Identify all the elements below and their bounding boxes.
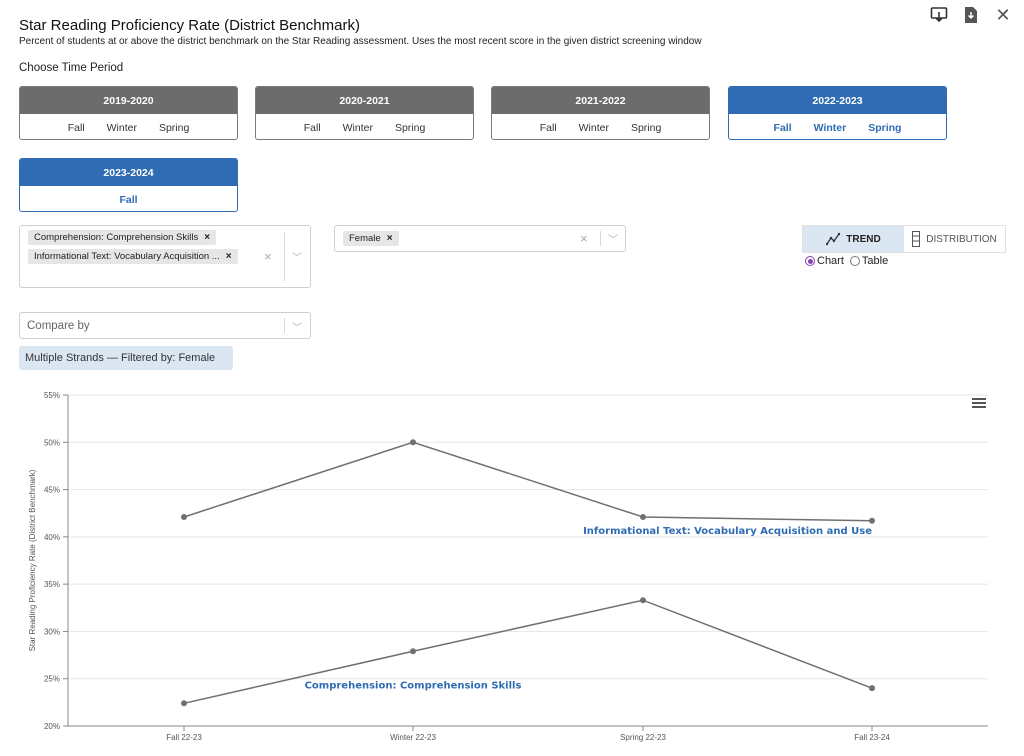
group-chip: Female × xyxy=(343,231,399,246)
term-fall[interactable]: Fall xyxy=(303,121,321,134)
term-fall[interactable]: Fall xyxy=(539,121,557,134)
radio-unselected-icon xyxy=(849,256,860,266)
data-point xyxy=(869,685,875,692)
series-label: Informational Text: Vocabulary Acquisiti… xyxy=(583,526,872,537)
series-label: Comprehension: Comprehension Skills xyxy=(305,680,522,691)
series-line xyxy=(183,599,873,705)
period-year-label[interactable]: 2022-2023 xyxy=(729,87,946,114)
y-tick-label: 35% xyxy=(44,580,60,589)
chart-radio[interactable]: Chart xyxy=(805,255,844,267)
data-point xyxy=(181,513,187,520)
term-winter[interactable]: Winter xyxy=(578,121,609,134)
period-year-label[interactable]: 2019-2020 xyxy=(20,87,237,114)
page-subtitle: Percent of students at or above the dist… xyxy=(19,36,702,47)
y-tick-label: 45% xyxy=(44,486,60,495)
chart-table-radio-group: Chart Table xyxy=(805,255,888,267)
series-line xyxy=(183,441,873,522)
period-year-label[interactable]: 2023-2024 xyxy=(20,159,237,186)
strand-dropdown-toggle[interactable]: ﹀ xyxy=(292,226,302,287)
distribution-icon xyxy=(912,231,921,247)
data-point xyxy=(640,513,646,520)
chevron-down-icon[interactable]: ﹀ xyxy=(292,323,302,334)
trend-label: TREND xyxy=(846,233,881,245)
close-icon[interactable]: ✕ xyxy=(995,5,1011,25)
period-card-2022-2023[interactable]: 2022-2023 Fall Winter Spring xyxy=(728,86,947,140)
divider xyxy=(284,318,285,333)
page-title: Star Reading Proficiency Rate (District … xyxy=(19,17,360,34)
group-chip-label: Female xyxy=(349,233,381,244)
radio-selected-icon xyxy=(805,256,815,266)
y-tick-label: 25% xyxy=(44,675,60,684)
x-tick-label: Spring 22-23 xyxy=(620,733,666,742)
term-winter[interactable]: Winter xyxy=(106,121,137,134)
period-card-2021-2022[interactable]: 2021-2022 Fall Winter Spring xyxy=(491,86,710,140)
chart-menu-icon[interactable] xyxy=(972,398,986,410)
strand-chip: Comprehension: Comprehension Skills × xyxy=(28,230,217,245)
strand-multiselect[interactable]: Comprehension: Comprehension Skills × In… xyxy=(19,225,311,288)
filter-badge: Multiple Strands — Filtered by: Female xyxy=(19,346,233,370)
group-dropdown-toggle[interactable]: ﹀ xyxy=(608,226,618,251)
clear-icon[interactable]: × xyxy=(264,249,272,264)
data-point xyxy=(181,700,187,707)
period-year-label[interactable]: 2021-2022 xyxy=(492,87,709,114)
divider xyxy=(600,231,601,246)
compare-by-placeholder: Compare by xyxy=(27,319,90,332)
y-tick-label: 55% xyxy=(44,391,60,400)
term-winter[interactable]: Winter xyxy=(813,121,847,134)
chevron-down-icon[interactable]: ﹀ xyxy=(608,235,618,246)
strand-clear[interactable]: × xyxy=(264,226,272,287)
chip-remove-icon[interactable]: × xyxy=(204,232,211,243)
data-point xyxy=(410,439,416,446)
chip-remove-icon[interactable]: × xyxy=(225,251,232,262)
strand-chip: Informational Text: Vocabulary Acquisiti… xyxy=(28,249,238,264)
y-tick-label: 30% xyxy=(44,627,60,636)
chip-remove-icon[interactable]: × xyxy=(386,233,393,244)
compare-by-select[interactable]: Compare by ﹀ xyxy=(19,312,311,339)
clear-icon[interactable]: × xyxy=(580,231,588,246)
table-radio-label: Table xyxy=(861,255,889,267)
pdf-download-icon[interactable] xyxy=(962,6,980,24)
period-card-2019-2020[interactable]: 2019-2020 Fall Winter Spring xyxy=(19,86,238,140)
x-tick-label: Fall 23-24 xyxy=(854,733,890,742)
view-toggle: TREND DISTRIBUTION xyxy=(802,225,1006,253)
term-fall[interactable]: Fall xyxy=(67,121,85,134)
group-multiselect[interactable]: Female × × ﹀ xyxy=(334,225,626,252)
term-fall[interactable]: Fall xyxy=(773,121,792,134)
strand-chip-label: Comprehension: Comprehension Skills xyxy=(34,232,199,243)
distribution-button[interactable]: DISTRIBUTION xyxy=(904,226,1005,252)
y-tick-label: 40% xyxy=(44,533,60,542)
trend-chart: 20% 25% 30% 35% 40% 45% 50% 55% Fall 22-23 Winter… xyxy=(28,391,988,742)
y-tick-label: 50% xyxy=(44,438,60,447)
data-point xyxy=(869,517,875,524)
x-tick-label: Fall 22-23 xyxy=(166,733,202,742)
trend-icon xyxy=(826,232,841,246)
choose-time-period-label: Choose Time Period xyxy=(19,62,124,74)
divider xyxy=(284,232,285,281)
period-card-2023-2024[interactable]: 2023-2024 Fall xyxy=(19,158,238,212)
data-point xyxy=(410,648,416,655)
term-spring[interactable]: Spring xyxy=(630,121,662,134)
trend-button[interactable]: TREND xyxy=(803,226,904,252)
term-spring[interactable]: Spring xyxy=(868,121,902,134)
distribution-label: DISTRIBUTION xyxy=(926,233,997,245)
group-clear[interactable]: × xyxy=(580,226,588,251)
chart-radio-label: Chart xyxy=(817,255,844,267)
y-axis-label: Star Reading Proficiency Rate (District … xyxy=(28,469,37,651)
term-spring[interactable]: Spring xyxy=(158,121,190,134)
strand-chip-label: Informational Text: Vocabulary Acquisiti… xyxy=(34,251,220,262)
term-fall[interactable]: Fall xyxy=(119,193,138,206)
term-spring[interactable]: Spring xyxy=(394,121,426,134)
period-year-label[interactable]: 2020-2021 xyxy=(256,87,473,114)
top-toolbar: ✕ xyxy=(930,6,1012,24)
table-radio[interactable]: Table xyxy=(849,255,889,267)
screen-capture-icon[interactable] xyxy=(930,6,948,24)
chevron-down-icon[interactable]: ﹀ xyxy=(292,253,302,264)
y-tick-label: 20% xyxy=(44,722,60,731)
term-winter[interactable]: Winter xyxy=(342,121,373,134)
period-card-2020-2021[interactable]: 2020-2021 Fall Winter Spring xyxy=(255,86,474,140)
x-tick-label: Winter 22-23 xyxy=(390,733,436,742)
data-point xyxy=(640,597,646,604)
